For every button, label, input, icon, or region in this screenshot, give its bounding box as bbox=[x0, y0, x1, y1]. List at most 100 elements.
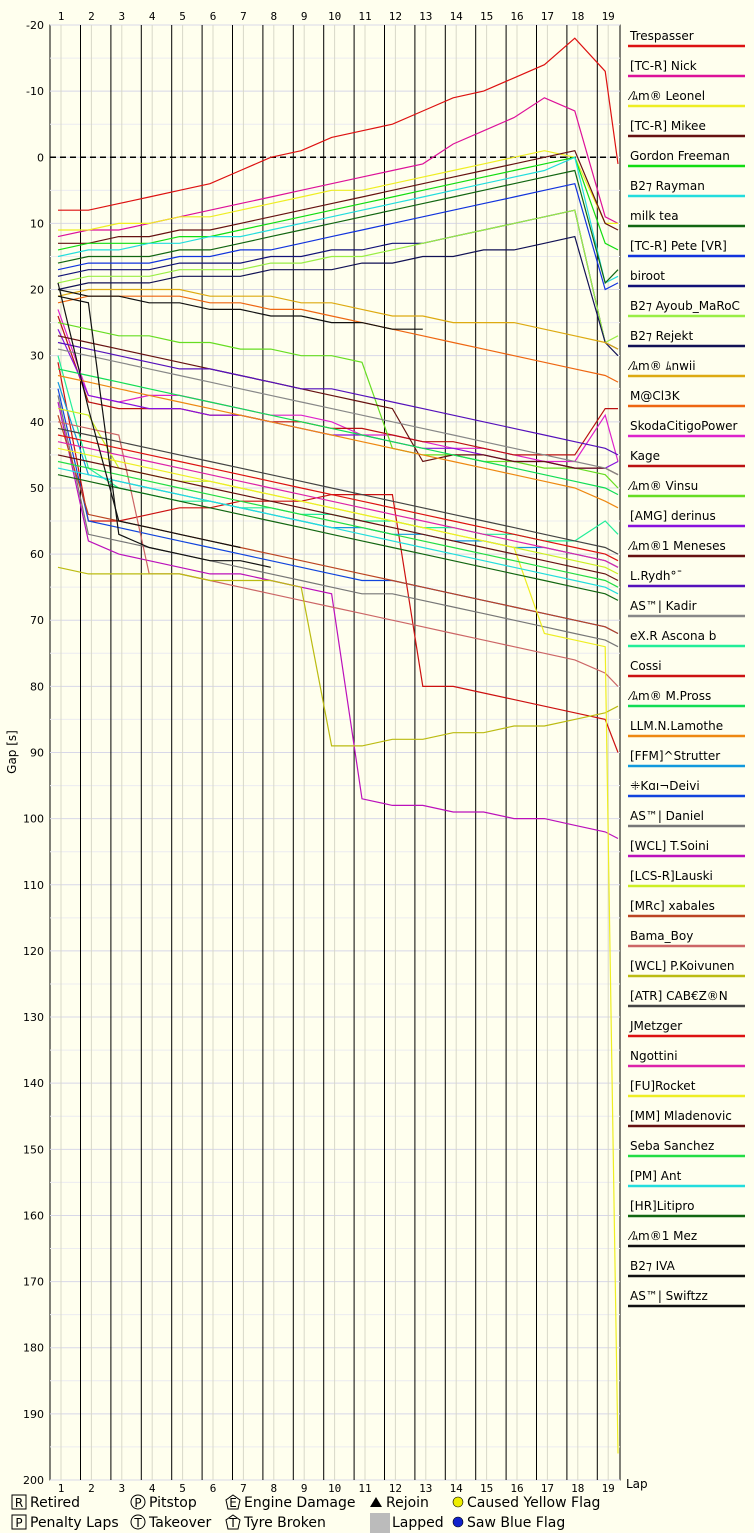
y-tick-label: 100 bbox=[23, 813, 44, 826]
x-axis-label: Lap bbox=[626, 1477, 648, 1491]
series-line bbox=[57, 374, 619, 509]
key-label: Takeover bbox=[148, 1515, 211, 1531]
legend-entry-label: ⁄ﾑm® Leonel bbox=[627, 89, 705, 103]
key-symbol bbox=[225, 1514, 241, 1530]
key-symbol bbox=[11, 1494, 27, 1510]
legend-entry-label: [LCS-R]Lauski bbox=[630, 869, 713, 883]
legend-entry-label: JMetzger bbox=[629, 1019, 682, 1033]
series-line bbox=[57, 288, 423, 330]
series-line bbox=[58, 150, 619, 244]
legend-entry-label: [TC-R] Pete [VR] bbox=[630, 239, 727, 253]
y-tick-label: 70 bbox=[30, 614, 44, 627]
legend-entry-label: AS™| Swiftzz bbox=[630, 1289, 708, 1303]
x-tick-label-bottom: 7 bbox=[240, 1482, 247, 1495]
x-tick-label-top: 13 bbox=[419, 10, 432, 23]
legend-entry-label: [HR]Litipro bbox=[630, 1199, 694, 1213]
y-tick-label: 30 bbox=[30, 350, 44, 363]
x-tick-label-bottom: 13 bbox=[419, 1482, 432, 1495]
y-tick-label: 0 bbox=[37, 151, 44, 164]
series-line bbox=[57, 169, 619, 285]
legend-entry-label: ⁄ﾑm® M.Pross bbox=[627, 689, 711, 703]
key-symbol-letter: R bbox=[15, 1496, 23, 1510]
legend-entry-label: Seba Sanchez bbox=[630, 1139, 714, 1153]
key-symbol bbox=[11, 1514, 27, 1530]
legend-entry-label: Ngottini bbox=[630, 1049, 678, 1063]
series-line bbox=[57, 182, 619, 291]
x-tick-label-bottom: 19 bbox=[602, 1482, 615, 1495]
legend-entry-label: LLM.N.Lamothe bbox=[630, 719, 723, 733]
series-line bbox=[57, 348, 619, 476]
key-label: Caused Yellow Flag bbox=[467, 1495, 600, 1511]
legend-entry-label: Trespasser bbox=[629, 29, 694, 43]
series-line bbox=[57, 401, 619, 840]
key-symbol bbox=[370, 1497, 382, 1507]
series-line bbox=[57, 295, 271, 568]
legend-entry-label: B2⁊ Rejekt bbox=[630, 329, 693, 343]
y-tick-label: 180 bbox=[23, 1342, 44, 1355]
x-tick-label-bottom: 6 bbox=[210, 1482, 217, 1495]
key-label: Pitstop bbox=[149, 1495, 197, 1511]
x-tick-label-bottom: 14 bbox=[450, 1482, 464, 1495]
x-tick-label-top: 16 bbox=[510, 10, 523, 23]
x-tick-label-bottom: 3 bbox=[118, 1482, 125, 1495]
legend-entry-label: [AMG] derinus bbox=[630, 509, 716, 523]
series-lines bbox=[57, 37, 619, 1454]
key-label: Lapped bbox=[392, 1515, 444, 1531]
y-tick-label: -20 bbox=[26, 19, 44, 32]
x-tick-label-bottom: 11 bbox=[358, 1482, 371, 1495]
key-symbol bbox=[452, 1496, 464, 1508]
legend-entry-label: [WCL] P.Koivunen bbox=[630, 959, 735, 973]
legend-entry-label: milk tea bbox=[630, 209, 679, 223]
key-label: Penalty Laps bbox=[30, 1515, 119, 1531]
legend-entry-label: Cossi bbox=[630, 659, 662, 673]
legend-entry-label: ⁄ﾑm®1 Mez bbox=[627, 1229, 697, 1243]
legend-entry-label: eX.R Ascona b bbox=[630, 629, 716, 643]
legend-entry-label: [PM] Ant bbox=[630, 1169, 682, 1183]
key-symbol-letter: T bbox=[228, 1516, 237, 1530]
symbol-key: R Retired P Penalty Laps P Pitstop T Takeover E E… bbox=[11, 1494, 600, 1533]
x-axis-top: 1 2 3 4 5 6 7 8 9 10 11 12 13 14 15 16 17 18 19 bbox=[58, 10, 615, 23]
key-symbol bbox=[130, 1494, 146, 1510]
legend-entry-label: AS™| Kadir bbox=[630, 599, 697, 613]
series-line bbox=[57, 441, 619, 568]
x-tick-label-top: 9 bbox=[301, 10, 308, 23]
key-symbol bbox=[130, 1514, 146, 1530]
x-tick-label-top: 19 bbox=[602, 10, 615, 23]
x-tick-label-top: 1 bbox=[58, 10, 65, 23]
series-line bbox=[57, 427, 619, 555]
x-tick-label-top: 3 bbox=[118, 10, 125, 23]
legend-entry-label: Bama_Boy bbox=[630, 929, 693, 943]
legend-entry-label: Kage bbox=[630, 449, 660, 463]
y-tick-label: 120 bbox=[23, 945, 44, 958]
x-tick-label-top: 2 bbox=[88, 10, 95, 23]
key-symbol-letter: P bbox=[134, 1496, 141, 1510]
x-axis-bottom: 1 2 3 4 5 6 7 8 9 10 11 12 13 14 15 16 17 18 19 bbox=[58, 1482, 615, 1495]
series-line bbox=[57, 335, 619, 476]
legend-entry-label: [FFM]^Strutter bbox=[630, 749, 720, 763]
legend-entry-label: Gordon Freeman bbox=[630, 149, 730, 163]
legend-entry-label: [FU]Rocket bbox=[630, 1079, 696, 1093]
series-line bbox=[57, 434, 619, 562]
x-tick-label-bottom: 9 bbox=[301, 1482, 308, 1495]
legend-entry-label: M@Cl3K bbox=[630, 389, 681, 403]
key-symbol-letter: E bbox=[229, 1496, 237, 1510]
series-line bbox=[57, 368, 619, 496]
key-symbol-letter: P bbox=[15, 1516, 22, 1530]
y-axis-label: Gap [s] bbox=[5, 730, 19, 774]
x-tick-label-top: 12 bbox=[389, 10, 402, 23]
legend-entry-label: L.Rydh°¯ bbox=[630, 569, 683, 583]
series-line bbox=[57, 282, 241, 549]
key-label: Retired bbox=[30, 1495, 80, 1511]
key-symbol bbox=[452, 1516, 464, 1528]
x-tick-label-bottom: 4 bbox=[149, 1482, 156, 1495]
x-tick-label-top: 17 bbox=[541, 10, 554, 23]
key-label: Engine Damage bbox=[244, 1495, 356, 1511]
legend-entry-label: [TC-R] Mikee bbox=[630, 119, 706, 133]
y-axis: -20 -10 0 10 20 30 40 50 60 70 80 90 100 110 120 130 140… bbox=[23, 19, 44, 1487]
x-tick-label-bottom: 10 bbox=[328, 1482, 341, 1495]
x-tick-label-top: 7 bbox=[240, 10, 247, 23]
x-tick-label-top: 8 bbox=[270, 10, 277, 23]
x-tick-label-top: 11 bbox=[358, 10, 371, 23]
legend-entry-label: ⁄ﾑm®1 Meneses bbox=[627, 539, 726, 553]
